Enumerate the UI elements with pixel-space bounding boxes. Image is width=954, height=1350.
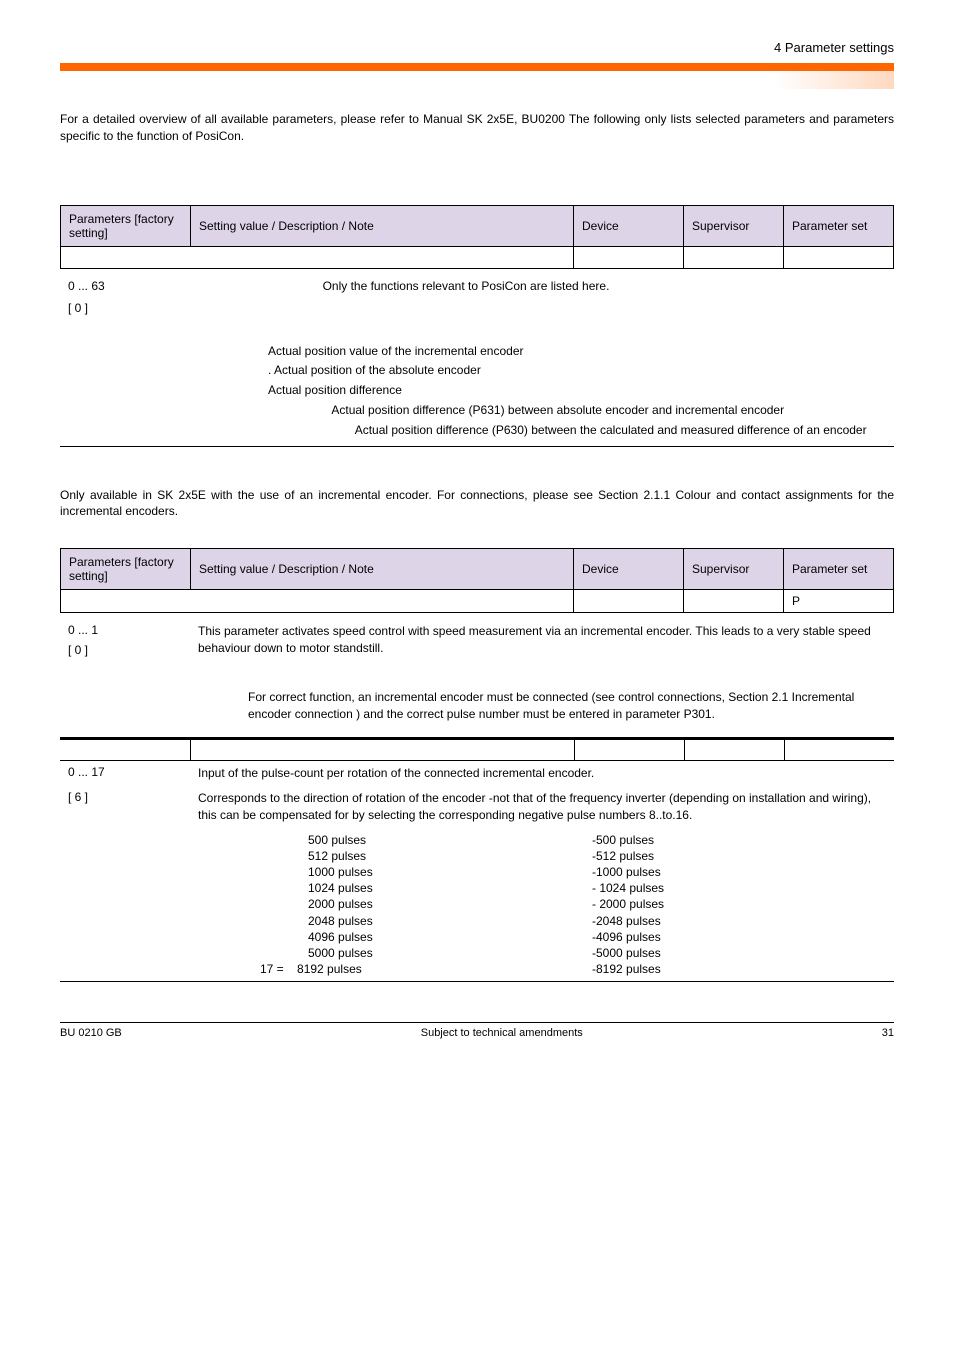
p300-note: For correct function, an incremental enc… <box>248 689 886 723</box>
list-item: . Actual position of the absolute encode… <box>268 362 886 379</box>
pset-cell <box>784 246 894 268</box>
pulse-number-list: 500 pulses 512 pulses 1000 pulses 1024 p… <box>298 832 886 978</box>
pset-cell: P <box>784 590 894 613</box>
list-item: -8192 pulses <box>592 961 886 977</box>
p001-factory: [ 0 ] <box>60 297 190 319</box>
list-item: -5000 pulses <box>592 945 886 961</box>
list-item: - 1024 pulses <box>592 880 886 896</box>
encoder-intro: Only available in SK 2x5E with the use o… <box>60 487 894 521</box>
col-device: Device <box>574 549 684 590</box>
list-item: -2048 pulses <box>592 913 886 929</box>
list-item: 2048 pulses <box>298 913 592 929</box>
list-item: 2000 pulses <box>298 896 592 912</box>
supervisor-cell <box>684 739 784 761</box>
footer-center: Subject to technical amendments <box>421 1027 583 1039</box>
param-title-cell <box>61 246 574 268</box>
list-item: 1000 pulses <box>298 864 592 880</box>
p300-range: 0 ... 1 <box>68 623 182 637</box>
p001-range: 0 ... 63 <box>60 275 190 297</box>
p001-value-list: Actual position value of the incremental… <box>268 343 886 439</box>
p300-description: This parameter activates speed control w… <box>190 619 894 661</box>
device-cell <box>574 246 684 268</box>
param-body-p301: 0 ... 17 Input of the pulse-count per ro… <box>60 738 894 983</box>
list-item: -1000 pulses <box>592 864 886 880</box>
p001-note: Only the functions relevant to PosiCon a… <box>190 275 894 297</box>
col-description: Setting value / Description / Note <box>191 205 574 246</box>
list-item: Actual position difference (P631) betwee… <box>268 402 886 419</box>
param-body-p001: 0 ... 63 Only the functions relevant to … <box>60 275 894 447</box>
list-item: -4096 pulses <box>592 929 886 945</box>
device-cell <box>574 739 684 761</box>
device-cell <box>574 590 684 613</box>
page-footer: BU 0210 GB Subject to technical amendmen… <box>60 1022 894 1039</box>
param-title-cell <box>61 590 574 613</box>
list-item: Actual position difference (P630) betwee… <box>268 422 886 439</box>
list-item: - 2000 pulses <box>592 896 886 912</box>
list-item: -500 pulses <box>592 832 886 848</box>
col-device: Device <box>574 205 684 246</box>
col-supervisor: Supervisor <box>684 549 784 590</box>
list-item: Actual position difference <box>268 382 886 399</box>
col-parameter-set: Parameter set <box>784 205 894 246</box>
list-item: Actual position value of the incremental… <box>268 343 886 360</box>
param-body-p300: 0 ... 1 [ 0 ] This parameter activates s… <box>60 619 894 738</box>
supervisor-cell <box>684 246 784 268</box>
header-accent-bar <box>60 63 894 71</box>
footer-left: BU 0210 GB <box>60 1027 122 1039</box>
list-item: 512 pulses <box>298 848 592 864</box>
col-description: Setting value / Description / Note <box>191 549 574 590</box>
p300-factory: [ 0 ] <box>68 643 182 657</box>
list-item: 5000 pulses <box>298 945 592 961</box>
pset-cell <box>784 739 894 761</box>
footer-right: 31 <box>882 1027 894 1039</box>
page-header: 4 Parameter settings <box>60 40 894 55</box>
list-item: 4096 pulses <box>298 929 592 945</box>
p301-factory: [ 6 ] <box>60 786 190 828</box>
col-parameter-set: Parameter set <box>784 549 894 590</box>
param-table-p300: Parameters [factory setting] Setting val… <box>60 548 894 613</box>
list-item: 1024 pulses <box>298 880 592 896</box>
col-supervisor: Supervisor <box>684 205 784 246</box>
p301-desc2: Corresponds to the direction of rotation… <box>190 786 894 828</box>
supervisor-cell <box>684 590 784 613</box>
p301-range: 0 ... 17 <box>60 761 190 786</box>
list-item: -512 pulses <box>592 848 886 864</box>
col-parameters: Parameters [factory setting] <box>61 205 191 246</box>
p301-title-cell <box>60 739 190 761</box>
list-item: 17 = 8192 pulses <box>260 961 592 977</box>
list-item: 500 pulses <box>298 832 592 848</box>
param-table-p001: Parameters [factory setting] Setting val… <box>60 205 894 269</box>
intro-paragraph: For a detailed overview of all available… <box>60 111 894 145</box>
p301-desc1: Input of the pulse-count per rotation of… <box>190 761 894 786</box>
col-parameters: Parameters [factory setting] <box>61 549 191 590</box>
